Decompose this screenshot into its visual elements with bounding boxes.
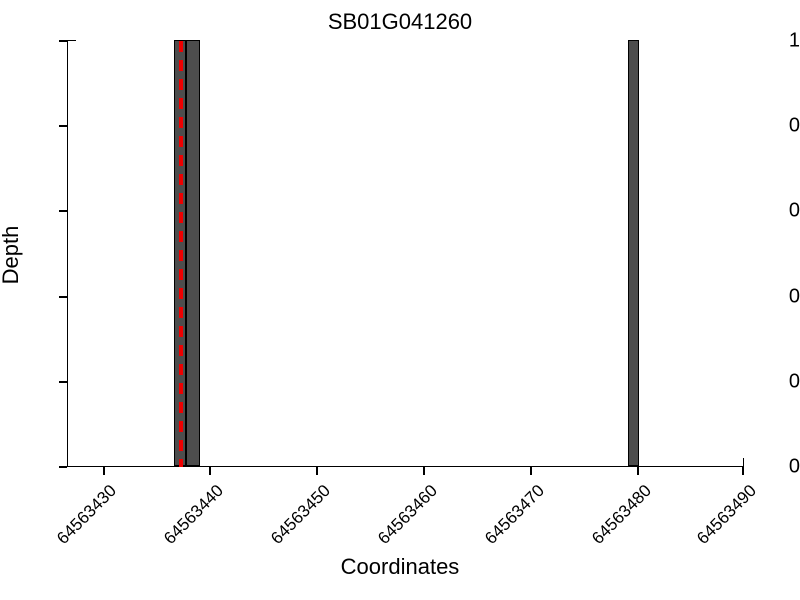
- y-tick-label-1: 1: [788, 29, 800, 52]
- y-tick-0.8: [59, 125, 67, 127]
- x-tick-64563430: [103, 467, 105, 475]
- x-tick-label-64563480: 64563480: [588, 481, 656, 548]
- bar-64563479[interactable]: [628, 40, 639, 466]
- y-tick-label-0.6: 0: [788, 199, 800, 222]
- x-tick-label-64563460: 64563460: [374, 481, 442, 548]
- x-tick-64563460: [423, 467, 425, 475]
- variant-marker-line: [179, 41, 183, 467]
- y-tick-0: [59, 466, 67, 468]
- bar-64563439[interactable]: [186, 40, 200, 466]
- y-tick-label-0.8: 0: [788, 114, 800, 137]
- y-tick-label-0.2: 0: [788, 370, 800, 393]
- x-tick-64563480: [637, 467, 639, 475]
- y-tick-label-0: 0: [788, 455, 800, 478]
- chart-title: SB01G041260: [327, 9, 473, 34]
- x-tick-label-64563440: 64563440: [160, 481, 228, 548]
- x-tick-label-64563490: 64563490: [693, 481, 761, 548]
- x-tick-label-64563430: 64563430: [53, 481, 121, 548]
- x-tick-label-64563470: 64563470: [481, 481, 549, 548]
- y-tick-0.4: [59, 296, 67, 298]
- y-tick-label-0.4: 0: [788, 285, 800, 308]
- x-tick-64563440: [209, 467, 211, 475]
- x-tick-64563490: [742, 467, 744, 475]
- plot-area: [67, 40, 743, 467]
- y-axis-label: Depth: [0, 225, 23, 285]
- y-tick-1: [59, 40, 67, 42]
- y-tick-0.2: [59, 381, 67, 383]
- y-tick-0.6: [59, 210, 67, 212]
- x-tick-label-64563450: 64563450: [267, 481, 335, 548]
- x-tick-64563450: [316, 467, 318, 475]
- x-axis-label: Coordinates: [340, 554, 460, 579]
- x-tick-64563470: [530, 467, 532, 475]
- y-axis-top-cap: [67, 40, 76, 42]
